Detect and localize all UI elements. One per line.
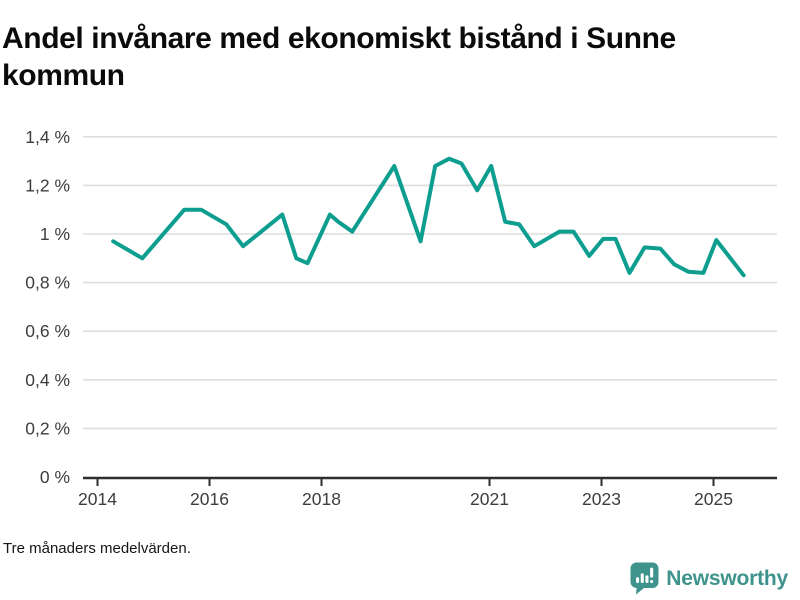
- newsworthy-wordmark: Newsworthy: [666, 566, 788, 590]
- y-axis-label: 1 %: [40, 224, 70, 244]
- x-axis-label: 2014: [78, 489, 117, 509]
- page-title: Andel invånare med ekonomiskt bistånd i …: [2, 22, 676, 93]
- y-axis-label: 1,2 %: [25, 175, 70, 195]
- y-axis-label: 1,4 %: [25, 127, 70, 147]
- y-axis-label: 0,4 %: [25, 370, 70, 390]
- y-axis-label: 0 %: [40, 467, 70, 487]
- y-axis-label: 0,8 %: [25, 273, 70, 293]
- y-axis-label: 0,6 %: [25, 321, 70, 341]
- x-axis-label: 2023: [582, 489, 621, 509]
- x-axis-label: 2016: [190, 489, 229, 509]
- y-axis-label: 0,2 %: [25, 418, 70, 438]
- x-axis-label: 2018: [302, 489, 341, 509]
- x-axis-label: 2021: [470, 489, 509, 509]
- chart-footnote: Tre månaders medelvärden.: [3, 540, 191, 557]
- newsworthy-logo-icon: [630, 562, 659, 595]
- newsworthy-logo: Newsworthy: [630, 562, 788, 595]
- x-axis-label: 2025: [694, 489, 733, 509]
- data-line-series: [111, 156, 746, 278]
